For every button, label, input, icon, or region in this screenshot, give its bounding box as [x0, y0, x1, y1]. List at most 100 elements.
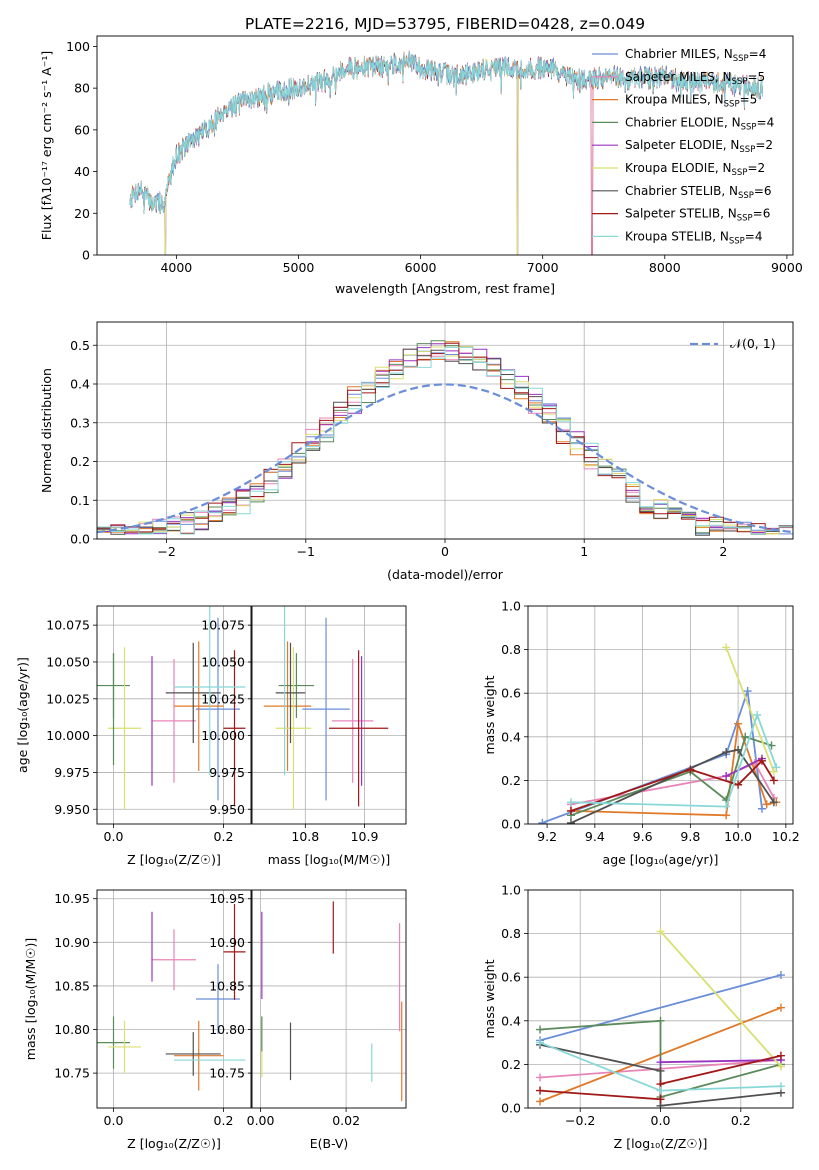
- y-tick-label: 0.3: [70, 415, 90, 430]
- weight-point-marker: [757, 756, 766, 765]
- weight-point-marker: [722, 772, 731, 781]
- weight-point-marker: [536, 1073, 545, 1082]
- y-tick-label: 60: [74, 122, 90, 137]
- y-tick-label: 10.75: [54, 1066, 90, 1081]
- plot-area: [536, 927, 785, 1108]
- legend-entry: Kroupa ELODIE, NSSP=2: [625, 161, 765, 178]
- y-tick-label: 0.2: [70, 454, 90, 469]
- y-tick-label: 0.0: [501, 1101, 521, 1116]
- weight-point-marker: [656, 1095, 665, 1104]
- y-tick-label: 10.95: [54, 891, 90, 906]
- y-tick-label: 10.80: [209, 1022, 245, 1037]
- axes-frame: [527, 889, 794, 1109]
- y-tick-label: 0.6: [501, 970, 521, 985]
- x-tick-label: 0.0: [651, 1113, 671, 1128]
- y-tick-label: 10.80: [54, 1022, 90, 1037]
- axes-frame: [251, 605, 407, 825]
- gaussian-curve: [97, 383, 793, 534]
- y-tick-label: 0.2: [501, 1057, 521, 1072]
- weight-series-line: [570, 748, 775, 824]
- y-axis-label: Normed distribution: [39, 368, 54, 493]
- axes-frame: [96, 889, 252, 1109]
- weight-series-line: [725, 757, 763, 777]
- y-axis-label: mass weight: [482, 959, 497, 1038]
- plot-area: [538, 643, 781, 824]
- y-tick-label: 10.050: [46, 654, 90, 669]
- weight-series-line: [570, 712, 778, 808]
- axes-frame: [527, 605, 794, 825]
- x-axis-label: age [log₁₀(age/yr)]: [603, 852, 719, 867]
- weight-point-marker: [753, 711, 762, 719]
- weight-point-marker: [734, 719, 743, 728]
- y-tick-label: 0.8: [501, 926, 521, 941]
- legend-entry: Chabrier ELODIE, NSSP=4: [625, 115, 774, 132]
- x-tick-label: 0.02: [332, 1113, 360, 1128]
- weight-point-marker: [656, 927, 665, 936]
- weight-point-marker: [536, 1097, 545, 1106]
- x-tick-label: −2: [157, 544, 175, 559]
- y-tick-label: 0.2: [501, 773, 521, 788]
- y-tick-label: 10.075: [46, 618, 90, 633]
- y-axis-label: mass weight: [482, 675, 497, 754]
- legend-entry: Salpeter MILES, NSSP=5: [625, 70, 765, 87]
- weight-point-marker: [741, 732, 750, 741]
- x-tick-label: −0.2: [565, 1113, 595, 1128]
- legend-entry: Kroupa STELIB, NSSP=4: [625, 229, 763, 246]
- y-tick-label: 0.5: [70, 338, 90, 353]
- y-tick-label: 10.90: [54, 935, 90, 950]
- mass-vs-ebv-panel: 0.00 0.02 10.75 10.80 10.85 10.90 10.95 E(B-V): [209, 889, 407, 1151]
- y-tick-label: 10.90: [209, 935, 245, 950]
- age-vs-mass-panel: 10.8 10.9 9.950 9.975 10.000 10.025 10.050 10.0…: [201, 605, 407, 867]
- y-axis-label: mass [log₁₀(M/M☉)]: [23, 938, 38, 1060]
- legend-entry: Chabrier MILES, NSSP=4: [625, 47, 766, 64]
- plot-area: [97, 606, 246, 810]
- weight-point-marker: [722, 811, 731, 820]
- y-tick-label: 10.075: [201, 618, 245, 633]
- y-tick-label: 0.1: [70, 493, 90, 508]
- y-tick-label: 40: [74, 164, 90, 179]
- plot-area: [261, 901, 403, 1102]
- weight-point-marker: [769, 776, 778, 785]
- legend-entry: Kroupa MILES, NSSP=5: [625, 93, 757, 110]
- axes-frame: [251, 889, 407, 1109]
- x-tick-label: 9.6: [633, 829, 653, 844]
- residual-histogram-panel: −2 −1 0 1 2 0.0 0.1 0.2 0.3 0.4 0.5 (data-model)/er…: [39, 321, 794, 582]
- weight-point-marker: [776, 1051, 785, 1060]
- spectrum-panel: 4000 5000 6000 7000 8000 9000 0 20 40 60 80 100 wave…: [39, 35, 803, 296]
- x-tick-label: 0.0: [104, 829, 124, 844]
- legend-entry: Salpeter ELODIE, NSSP=2: [625, 138, 773, 155]
- y-tick-label: 0.6: [501, 686, 521, 701]
- y-tick-label: 10.000: [201, 728, 245, 743]
- x-axis-label: mass [log₁₀(M/M☉)]: [268, 852, 390, 867]
- x-axis-label: Z [log₁₀(Z/Z☉)]: [614, 1136, 708, 1151]
- plot-area: [263, 606, 389, 810]
- y-tick-label: 10.85: [209, 978, 245, 993]
- weight-vs-age-panel: 9.2 9.4 9.6 9.8 10.0 10.2 0.0 0.2 0.4 0.6 0.8 1.0 ag…: [482, 599, 800, 868]
- axes-frame: [96, 605, 252, 825]
- x-tick-label: 0.00: [247, 1113, 275, 1128]
- weight-point-marker: [722, 748, 731, 757]
- plot-area: [97, 903, 246, 1091]
- y-tick-label: 9.950: [54, 802, 90, 817]
- x-axis-label: Z [log₁₀(Z/Z☉)]: [127, 852, 221, 867]
- weight-point-marker: [536, 1025, 545, 1034]
- x-tick-label: 9.4: [585, 829, 605, 844]
- weight-point-marker: [722, 643, 731, 652]
- y-tick-label: 10.025: [46, 691, 90, 706]
- y-tick-label: 0.8: [501, 642, 521, 657]
- y-tick-label: 10.75: [209, 1066, 245, 1081]
- weight-point-marker: [656, 1016, 665, 1025]
- weight-point-marker: [776, 971, 785, 980]
- x-tick-label: 6000: [405, 260, 437, 275]
- x-tick-label: 0.2: [214, 829, 234, 844]
- x-tick-label: 0.2: [731, 1113, 751, 1128]
- y-tick-label: 10.050: [201, 654, 245, 669]
- weight-point-marker: [686, 765, 695, 774]
- spectrum-series-line: [129, 50, 763, 215]
- x-tick-label: 1: [580, 544, 588, 559]
- x-axis-label: Z [log₁₀(Z/Z☉)]: [127, 1136, 221, 1151]
- weight-point-marker: [656, 1058, 665, 1067]
- y-tick-label: 1.0: [501, 599, 521, 614]
- weight-point-marker: [776, 1062, 785, 1071]
